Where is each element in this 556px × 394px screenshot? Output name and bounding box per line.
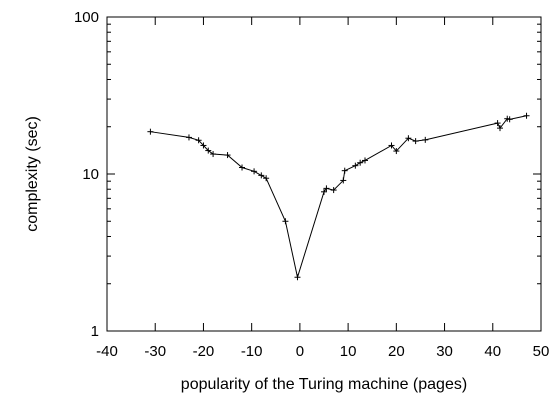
data-point xyxy=(200,142,207,149)
data-point xyxy=(263,175,270,182)
data-point xyxy=(195,137,202,144)
data-point xyxy=(340,177,347,184)
data-point xyxy=(323,185,330,192)
data-point xyxy=(205,147,212,154)
data-point xyxy=(321,188,327,195)
x-tick-label: 30 xyxy=(436,343,453,360)
data-point xyxy=(282,218,289,225)
x-axis-label: popularity of the Turing machine (pages) xyxy=(181,376,467,393)
ticks-layer xyxy=(106,16,542,332)
data-point xyxy=(357,159,364,166)
plot-frame xyxy=(106,16,542,332)
data-point xyxy=(361,157,368,164)
data-point xyxy=(239,164,246,171)
data-point xyxy=(341,167,348,174)
data-point xyxy=(210,151,217,158)
data-point xyxy=(251,168,258,175)
data-point xyxy=(405,135,412,142)
data-point xyxy=(497,125,504,132)
y-axis-label: complexity (sec) xyxy=(24,116,41,232)
data-point xyxy=(422,136,429,143)
x-tick-label: -30 xyxy=(144,343,166,360)
data-point xyxy=(330,187,337,194)
data-point xyxy=(224,152,231,159)
x-tick-label: -10 xyxy=(241,343,263,360)
x-tick-label: 40 xyxy=(484,343,501,360)
labels-layer: -40 -30 -20 -10 0 10 20 30 40 50 1 10 100 xyxy=(74,9,549,360)
data-point xyxy=(294,274,301,281)
series-layer xyxy=(147,112,530,281)
y-tick-label: 10 xyxy=(82,166,99,183)
data-point xyxy=(393,148,400,155)
data-point xyxy=(352,162,359,169)
x-tick-label: 10 xyxy=(340,343,357,360)
data-point xyxy=(523,112,530,119)
data-point xyxy=(494,120,501,127)
data-point xyxy=(506,116,513,123)
data-point xyxy=(258,172,265,179)
x-tick-label: 0 xyxy=(296,343,304,360)
x-tick-label: -20 xyxy=(193,343,215,360)
x-tick-label: -40 xyxy=(96,343,118,360)
data-point xyxy=(185,134,192,141)
series-line xyxy=(150,115,527,280)
data-point xyxy=(147,128,154,135)
y-tick-label: 1 xyxy=(91,323,99,340)
data-point xyxy=(388,142,395,149)
x-tick-label: 50 xyxy=(533,343,550,360)
data-point xyxy=(412,138,419,145)
y-tick-label: 100 xyxy=(74,9,99,26)
x-tick-label: 20 xyxy=(388,343,405,360)
